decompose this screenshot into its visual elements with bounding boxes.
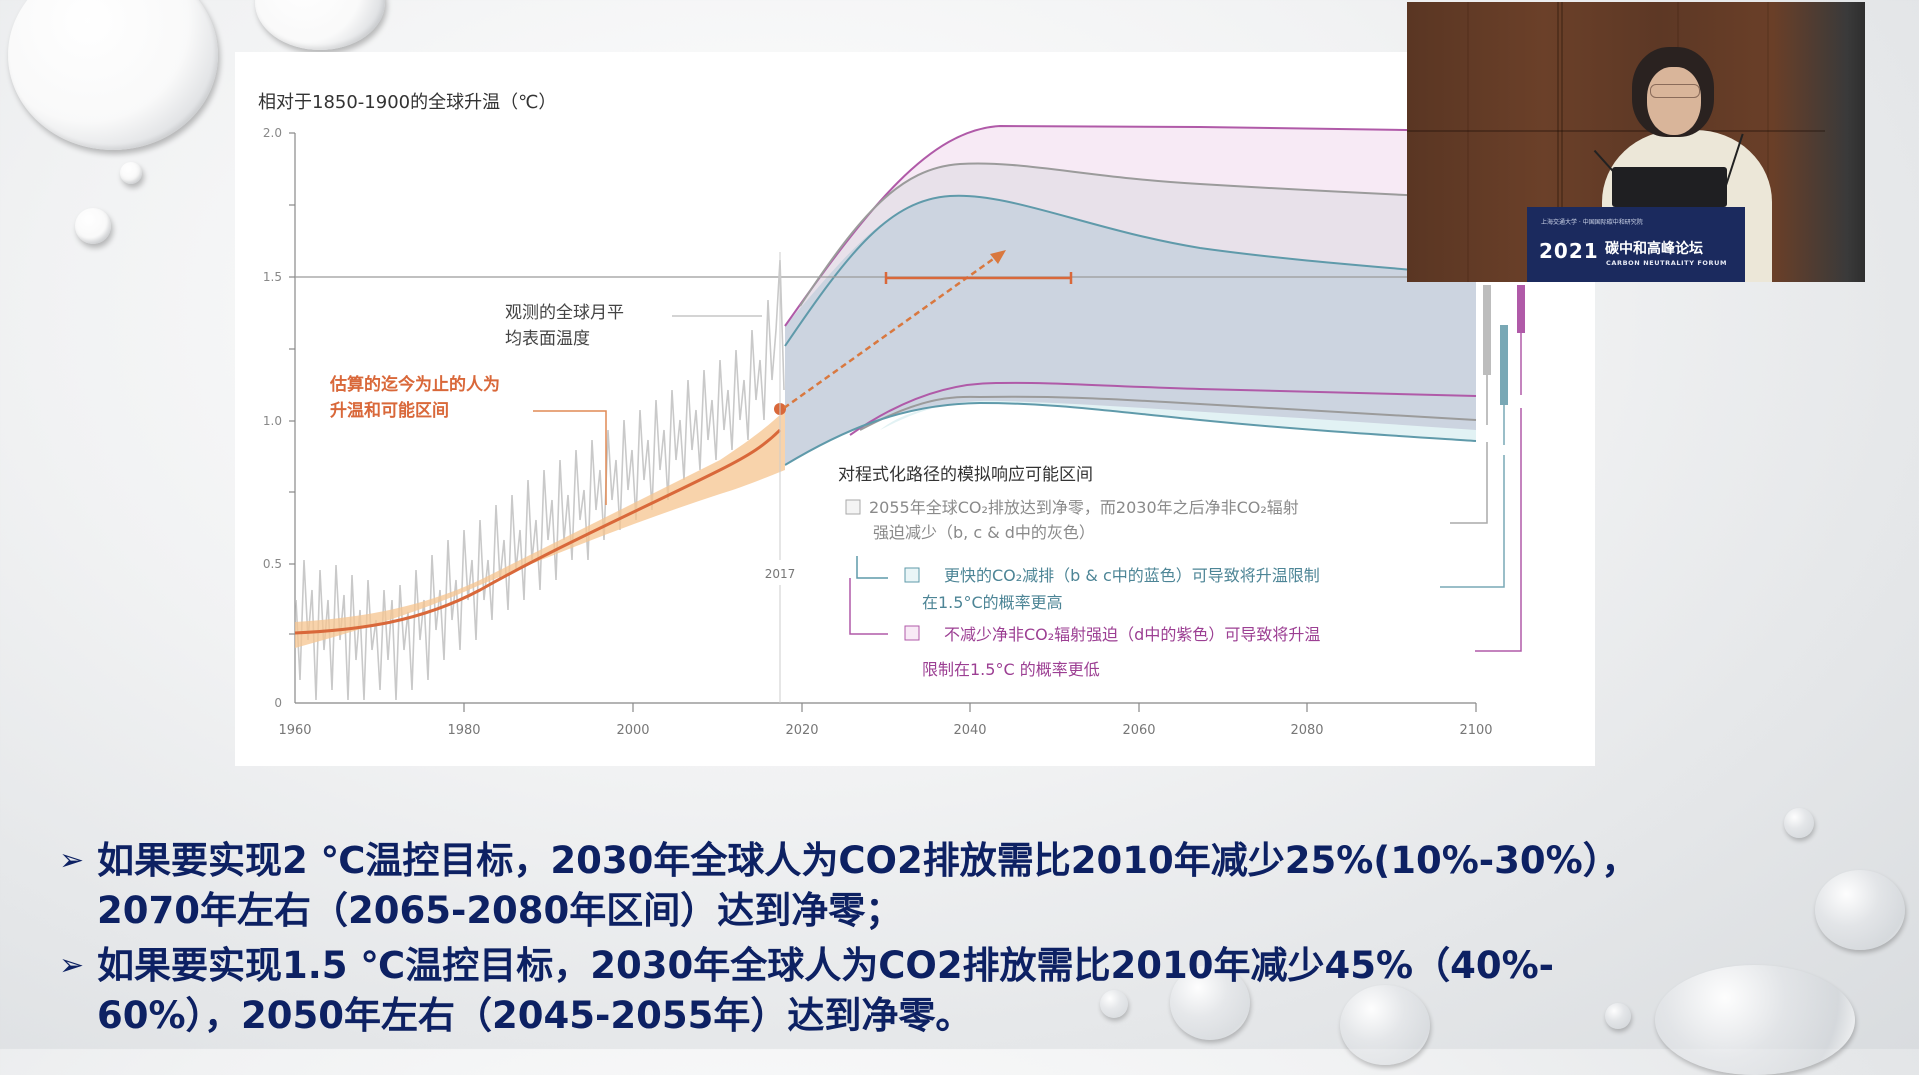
svg-text:0.5: 0.5 xyxy=(263,557,282,571)
svg-text:2100: 2100 xyxy=(1459,723,1492,738)
chart-panel: 相对于1850-1900的全球升温（℃） 2.0 1.5 1.0 0.5 0 1… xyxy=(235,52,1595,766)
blue-connector xyxy=(1440,455,1505,588)
droplet-decoration xyxy=(1784,808,1814,838)
purple-range-bar xyxy=(1517,285,1525,333)
podium-year: 2021 xyxy=(1539,239,1599,263)
purple-lower-line xyxy=(849,381,1477,436)
svg-text:0: 0 xyxy=(274,696,282,710)
svg-text:2080: 2080 xyxy=(1290,723,1323,738)
droplet-decoration xyxy=(1815,870,1905,950)
arrow-head-icon xyxy=(990,250,1006,264)
gray-connector xyxy=(1450,442,1488,524)
bullet-2c-target: ➢ 如果要实现2 ℃温控目标，2030年全球人为CO2排放需比2010年减少25… xyxy=(55,836,1895,936)
legend-blue-text: 更快的CO₂减排（b & c中的蓝色）可导致将升温限制 xyxy=(944,566,1320,585)
speaker-video-inset: 上海交通大学 · 中国国际碳中和研究院 2021 碳中和高峰论坛 CARBON … xyxy=(1407,2,1865,282)
svg-text:2060: 2060 xyxy=(1122,723,1155,738)
observed-label: 观测的全球月平 xyxy=(505,303,624,323)
svg-text:限制在1.5°C 的概率更低: 限制在1.5°C 的概率更低 xyxy=(922,660,1100,679)
legend-swatch-gray xyxy=(845,499,861,515)
podium-title: 碳中和高峰论坛 xyxy=(1605,241,1703,257)
svg-text:1.0: 1.0 xyxy=(263,414,282,428)
droplet-decoration xyxy=(1170,965,1250,1040)
anthropogenic-warming-band xyxy=(295,410,785,648)
laptop xyxy=(1612,167,1727,207)
svg-text:1.5: 1.5 xyxy=(263,270,282,284)
gray-lower-line xyxy=(859,395,1477,431)
svg-text:2000: 2000 xyxy=(616,723,649,738)
droplet-decoration xyxy=(120,162,142,184)
legend-purple-text: 不减少净非CO₂辐射强迫（d中的紫色）可导致将升温 xyxy=(944,625,1320,644)
legend-swatch-blue xyxy=(904,567,920,583)
droplet-decoration xyxy=(1100,990,1128,1018)
droplet-decoration xyxy=(8,0,218,150)
estimated-warming-label: 估算的迄今为止的人为 xyxy=(329,374,500,395)
gray-upper-line xyxy=(799,162,1477,307)
podium-subtitle: CARBON NEUTRALITY FORUM xyxy=(1606,259,1728,267)
y-axis-title: 相对于1850-1900的全球升温（℃） xyxy=(258,92,556,113)
podium-banner: 上海交通大学 · 中国国际碳中和研究院 2021 碳中和高峰论坛 CARBON … xyxy=(1527,207,1745,282)
svg-text:2020: 2020 xyxy=(785,723,818,738)
arrow-bullet-icon: ➢ xyxy=(59,948,85,983)
blue-upper-line xyxy=(784,194,1477,347)
bullet-1-5c-target: ➢ 如果要实现1.5 ℃温控目标，2030年全球人为CO2排放需比2010年减少… xyxy=(55,941,1895,1041)
svg-text:均表面温度: 均表面温度 xyxy=(505,329,590,349)
droplet-decoration xyxy=(1605,1003,1631,1029)
legend-gray-text: 2055年全球CO₂排放达到净零，而2030年之后净非CO₂辐射 xyxy=(869,498,1299,517)
blue-lower-line xyxy=(784,401,1477,466)
warming-chart: 相对于1850-1900的全球升温（℃） 2.0 1.5 1.0 0.5 0 1… xyxy=(258,92,1525,738)
svg-text:1980: 1980 xyxy=(447,723,480,738)
dashed-projection-arrow xyxy=(783,255,997,410)
svg-text:2040: 2040 xyxy=(953,723,986,738)
arrow-bullet-icon: ➢ xyxy=(59,843,85,878)
svg-text:强迫减少（b, c & d中的灰色）: 强迫减少（b, c & d中的灰色） xyxy=(873,523,1095,542)
podium-logos: 上海交通大学 · 中国国际碳中和研究院 xyxy=(1541,219,1643,226)
bullet-list: ➢ 如果要实现2 ℃温控目标，2030年全球人为CO2排放需比2010年减少25… xyxy=(55,836,1895,1041)
blue-range-bar xyxy=(1500,325,1508,405)
estimated-leader-line xyxy=(533,410,607,505)
y-ticks xyxy=(289,132,295,635)
svg-text:在1.5°C的概率更高: 在1.5°C的概率更高 xyxy=(922,593,1063,612)
svg-text:2.0: 2.0 xyxy=(263,126,282,140)
year-2017-label: 2017 xyxy=(765,567,796,581)
observed-temperature-line xyxy=(295,259,785,701)
legend-connector-blue xyxy=(856,556,888,579)
anthropogenic-warming-line xyxy=(294,428,782,635)
y-tick-labels: 2.0 1.5 1.0 0.5 0 xyxy=(263,126,282,710)
purple-connector xyxy=(1475,408,1522,652)
legend-connector-purple xyxy=(849,578,888,635)
glasses xyxy=(1650,84,1700,98)
gray-range-bar xyxy=(1483,285,1491,375)
svg-text:1960: 1960 xyxy=(278,723,311,738)
x-tick-labels: 1960 1980 2000 2020 2040 2060 2080 2100 xyxy=(278,723,1492,738)
droplet-decoration xyxy=(255,0,385,50)
legend-title: 对程式化路径的模拟响应可能区间 xyxy=(838,465,1093,485)
droplet-decoration xyxy=(75,208,111,244)
legend-swatch-purple xyxy=(904,625,920,641)
svg-text:升温和可能区间: 升温和可能区间 xyxy=(330,400,449,421)
x-ticks xyxy=(463,703,1477,712)
